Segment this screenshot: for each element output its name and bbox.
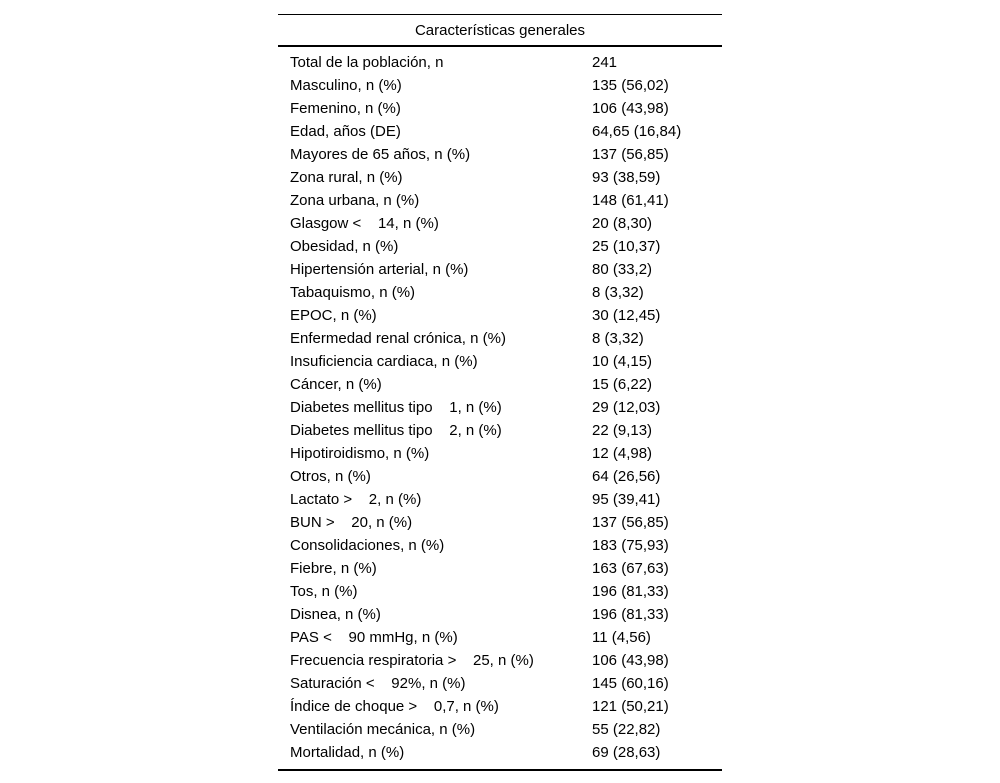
table-row: Fiebre, n (%) 163 (67,63): [278, 557, 722, 580]
row-value: 148 (61,41): [592, 192, 669, 209]
row-value: 64 (26,56): [592, 468, 661, 485]
row-value: 145 (60,16): [592, 675, 669, 692]
row-value: 135 (56,02): [592, 77, 669, 94]
row-label: Otros, n (%): [290, 468, 371, 485]
table-row: Diabetes mellitus tipo 1, n (%) 29 (12,0…: [278, 396, 722, 419]
table-row: Femenino, n (%) 106 (43,98): [278, 97, 722, 120]
table-row: Consolidaciones, n (%) 183 (75,93): [278, 534, 722, 557]
table-row: Hipotiroidismo, n (%) 12 (4,98): [278, 442, 722, 465]
table-row: Diabetes mellitus tipo 2, n (%) 22 (9,13…: [278, 419, 722, 442]
table-row: Zona urbana, n (%) 148 (61,41): [278, 189, 722, 212]
row-label: Edad, años (DE): [290, 123, 401, 140]
row-value: 80 (33,2): [592, 261, 653, 278]
row-value: 196 (81,33): [592, 606, 669, 623]
general-characteristics-table: Características generales Total de la po…: [278, 14, 722, 771]
row-label: PAS < 90 mmHg, n (%): [290, 629, 458, 646]
table-row: Tos, n (%) 196 (81,33): [278, 580, 722, 603]
row-value: 241: [592, 54, 618, 71]
table-body: Total de la población, n 241 Masculino, …: [278, 47, 722, 771]
table-row: Índice de choque > 0,7, n (%) 121 (50,21…: [278, 695, 722, 718]
table-row: Masculino, n (%) 135 (56,02): [278, 74, 722, 97]
row-value: 95 (39,41): [592, 491, 661, 508]
row-value: 30 (12,45): [592, 307, 661, 324]
table-row: Cáncer, n (%) 15 (6,22): [278, 373, 722, 396]
row-value: 183 (75,93): [592, 537, 669, 554]
table-row: Otros, n (%) 64 (26,56): [278, 465, 722, 488]
row-label: Ventilación mecánica, n (%): [290, 721, 476, 738]
row-label: Diabetes mellitus tipo 2, n (%): [290, 422, 502, 439]
row-value: 55 (22,82): [592, 721, 661, 738]
row-value: 11 (4,56): [592, 629, 651, 646]
row-value: 106 (43,98): [592, 100, 669, 117]
table-row: Frecuencia respiratoria > 25, n (%) 106 …: [278, 649, 722, 672]
row-label: Glasgow < 14, n (%): [290, 215, 439, 232]
row-value: 25 (10,37): [592, 238, 661, 255]
row-label: Diabetes mellitus tipo 1, n (%): [290, 399, 502, 416]
table-row: Hipertensión arterial, n (%) 80 (33,2): [278, 258, 722, 281]
row-value: 8 (3,32): [592, 284, 644, 301]
table-row: Edad, años (DE) 64,65 (16,84): [278, 120, 722, 143]
table-row: Obesidad, n (%) 25 (10,37): [278, 235, 722, 258]
row-label: Hipotiroidismo, n (%): [290, 445, 430, 462]
row-value: 10 (4,15): [592, 353, 653, 370]
row-value: 196 (81,33): [592, 583, 669, 600]
row-value: 29 (12,03): [592, 399, 661, 416]
table-title: Características generales: [278, 15, 722, 47]
row-label: BUN > 20, n (%): [290, 514, 413, 531]
row-label: Tabaquismo, n (%): [290, 284, 416, 301]
row-label: Obesidad, n (%): [290, 238, 399, 255]
row-label: Cáncer, n (%): [290, 376, 382, 393]
row-label: Femenino, n (%): [290, 100, 401, 117]
row-value: 93 (38,59): [592, 169, 661, 186]
row-label: Saturación < 92%, n (%): [290, 675, 466, 692]
row-label: Mortalidad, n (%): [290, 744, 405, 761]
row-label: Lactato > 2, n (%): [290, 491, 422, 508]
row-label: Zona rural, n (%): [290, 169, 403, 186]
table-row: Total de la población, n 241: [278, 51, 722, 74]
row-label: Consolidaciones, n (%): [290, 537, 445, 554]
row-label: Índice de choque > 0,7, n (%): [290, 698, 499, 715]
table-row: Enfermedad renal crónica, n (%) 8 (3,32): [278, 327, 722, 350]
table-row: Mortalidad, n (%) 69 (28,63): [278, 741, 722, 764]
table-row: Disnea, n (%) 196 (81,33): [278, 603, 722, 626]
table-row: EPOC, n (%) 30 (12,45): [278, 304, 722, 327]
row-label: Insuficiencia cardiaca, n (%): [290, 353, 478, 370]
row-value: 8 (3,32): [592, 330, 644, 347]
table-row: Insuficiencia cardiaca, n (%) 10 (4,15): [278, 350, 722, 373]
row-label: Fiebre, n (%): [290, 560, 377, 577]
table-row: Lactato > 2, n (%) 95 (39,41): [278, 488, 722, 511]
table-row: Mayores de 65 años, n (%) 137 (56,85): [278, 143, 722, 166]
table-row: Tabaquismo, n (%) 8 (3,32): [278, 281, 722, 304]
row-label: Hipertensión arterial, n (%): [290, 261, 469, 278]
table-row: BUN > 20, n (%) 137 (56,85): [278, 511, 722, 534]
table-row: Saturación < 92%, n (%) 145 (60,16): [278, 672, 722, 695]
row-label: Disnea, n (%): [290, 606, 381, 623]
table-row: PAS < 90 mmHg, n (%) 11 (4,56): [278, 626, 722, 649]
row-label: EPOC, n (%): [290, 307, 377, 324]
row-label: Frecuencia respiratoria > 25, n (%): [290, 652, 534, 669]
row-label: Masculino, n (%): [290, 77, 402, 94]
row-label: Enfermedad renal crónica, n (%): [290, 330, 506, 347]
row-label: Tos, n (%): [290, 583, 358, 600]
row-label: Mayores de 65 años, n (%): [290, 146, 471, 163]
row-value: 15 (6,22): [592, 376, 653, 393]
row-value: 69 (28,63): [592, 744, 661, 761]
row-value: 22 (9,13): [592, 422, 653, 439]
row-value: 163 (67,63): [592, 560, 669, 577]
row-value: 64,65 (16,84): [592, 123, 682, 140]
row-value: 137 (56,85): [592, 146, 669, 163]
table-row: Glasgow < 14, n (%) 20 (8,30): [278, 212, 722, 235]
row-value: 12 (4,98): [592, 445, 653, 462]
row-value: 121 (50,21): [592, 698, 669, 715]
row-value: 106 (43,98): [592, 652, 669, 669]
row-value: 20 (8,30): [592, 215, 653, 232]
row-label: Total de la población, n: [290, 54, 444, 71]
row-value: 137 (56,85): [592, 514, 669, 531]
table-row: Zona rural, n (%) 93 (38,59): [278, 166, 722, 189]
table-row: Ventilación mecánica, n (%) 55 (22,82): [278, 718, 722, 741]
row-label: Zona urbana, n (%): [290, 192, 420, 209]
